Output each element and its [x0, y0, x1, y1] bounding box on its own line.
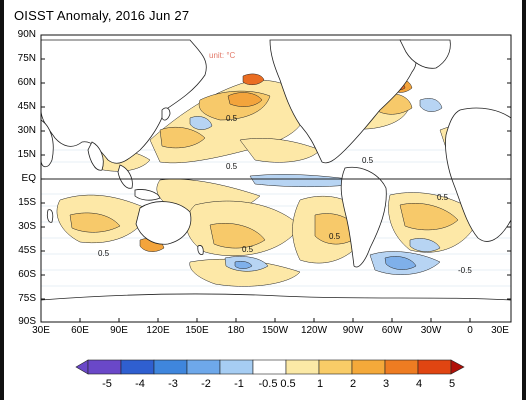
colorbar-swatch: [87, 359, 122, 375]
colorbar-label: 2: [349, 378, 357, 390]
lon-label: 30E: [491, 325, 509, 336]
lat-label: 75S: [18, 293, 36, 304]
lon-label: 120W: [300, 325, 328, 336]
contour-label: -0.5: [458, 266, 472, 275]
frame-edge-right: [522, 0, 526, 400]
colorbar-label: -1: [234, 378, 244, 390]
unit-label: unit: °C: [209, 51, 236, 60]
colorbar-label: -3: [168, 378, 178, 390]
colorbar-swatch: [219, 359, 254, 375]
lon-label: 90W: [342, 325, 364, 336]
lon-label: 90E: [110, 325, 128, 336]
map-title: OISST Anomaly, 2016 Jun 27: [14, 8, 190, 23]
colorbar-swatch: [153, 359, 188, 375]
lon-label: 60W: [381, 325, 403, 336]
colorbar-label: -2: [201, 378, 211, 390]
lon-label: 30E: [32, 325, 50, 336]
contour-labels: 0.5 0.5 0.5 0.5 0.5 0.5 0.5 -0.5: [98, 114, 472, 275]
colorbar-low-arrow: [75, 359, 89, 375]
lat-label: 45S: [18, 245, 36, 256]
contour-label: 0.5: [242, 245, 254, 254]
lat-label: 45N: [17, 101, 36, 112]
colorbar-label: 4: [415, 378, 423, 390]
anomaly-field: [41, 39, 511, 322]
colorbar-swatch: [252, 359, 287, 375]
lat-label: 30N: [17, 125, 36, 136]
colorbar-swatch: [318, 359, 353, 375]
contour-label: 0.5: [98, 249, 110, 258]
contour-label: 0.5: [362, 156, 374, 165]
frame-edge-left: [0, 0, 4, 400]
colorbar-swatch: [186, 359, 221, 375]
colorbar-swatch: [351, 359, 386, 375]
colorbar-swatch: [417, 359, 452, 375]
colorbar-label: 5: [448, 378, 456, 390]
lon-label: 150W: [261, 325, 289, 336]
lat-label: 30S: [18, 221, 36, 232]
colorbar-label: 0.5: [280, 378, 296, 390]
colorbar-label: -5: [102, 378, 112, 390]
colorbar: [75, 359, 465, 375]
lon-label: 60E: [71, 325, 89, 336]
lat-label: 90S: [18, 316, 36, 327]
lat-label: EQ: [21, 173, 36, 184]
colorbar-label: -0.5: [258, 378, 278, 390]
lon-label: 150E: [185, 325, 209, 336]
lon-label: 120E: [146, 325, 170, 336]
contour-label: 0.5: [437, 193, 449, 202]
colorbar-swatch: [285, 359, 320, 375]
lon-label: 0: [467, 325, 473, 336]
contour-label: 0.5: [329, 232, 341, 241]
axis-ticks: [40, 34, 512, 323]
lat-label: 15N: [17, 149, 36, 160]
lat-label: 90N: [17, 29, 36, 40]
lat-label: 60S: [18, 269, 36, 280]
colorbar-label: 3: [382, 378, 390, 390]
lat-label: 15S: [18, 197, 36, 208]
colorbar-high-arrow: [450, 359, 465, 375]
colorbar-swatch: [384, 359, 419, 375]
contour-label: 0.5: [226, 162, 238, 171]
lon-label: 180: [227, 325, 245, 336]
colorbar-label: 1: [316, 378, 324, 390]
colorbar-swatch: [120, 359, 155, 375]
lat-label: 75N: [17, 53, 36, 64]
lon-label: 30W: [420, 325, 442, 336]
colorbar-label: -4: [135, 378, 145, 390]
lat-label: 60N: [17, 77, 36, 88]
contour-label: 0.5: [226, 114, 238, 123]
